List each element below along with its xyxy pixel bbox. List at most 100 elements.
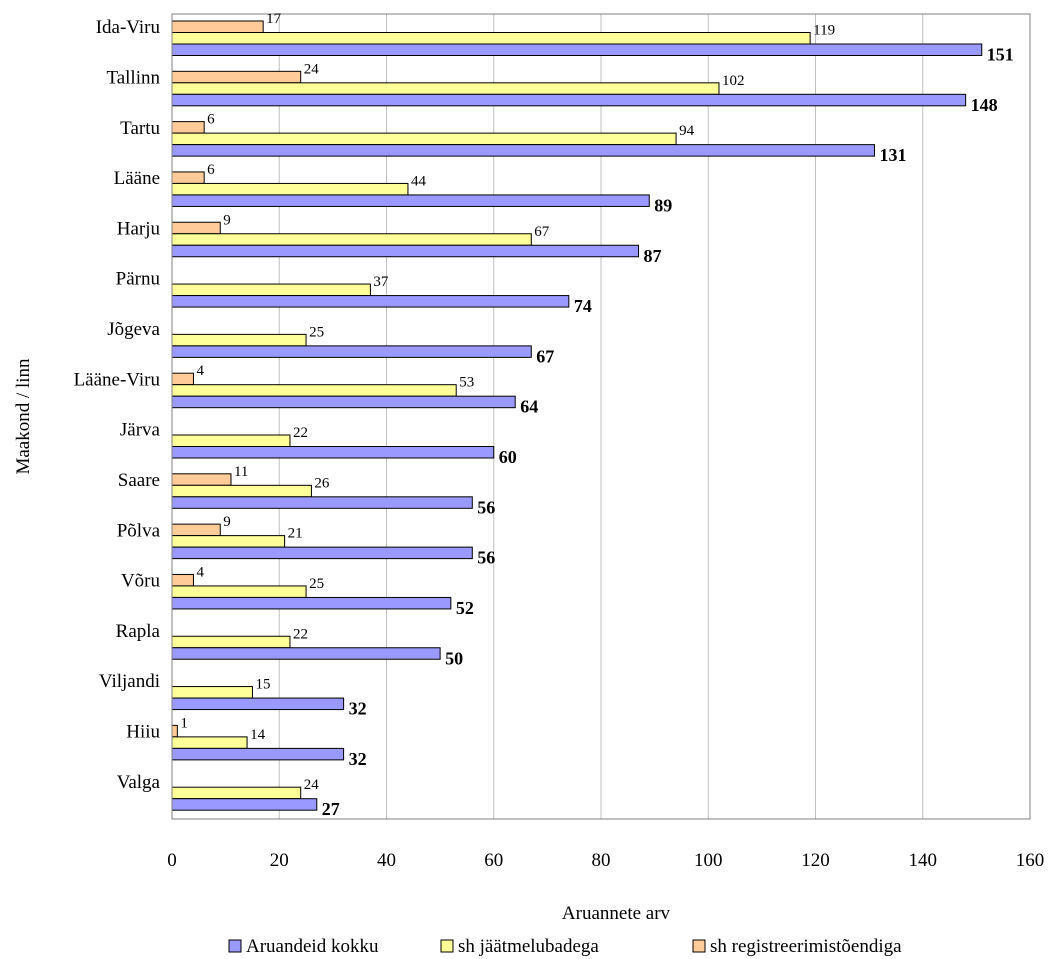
category-label-rapla: Rapla xyxy=(116,621,161,642)
bar-sh-j-tmelubadega-j-geva xyxy=(171,333,307,347)
bar-aruandeid-kokku-p-lva xyxy=(171,546,473,560)
bar-sh-j-tmelubadega-l-ne xyxy=(171,182,409,196)
legend-label-sh-registreerimist-endiga: sh registreerimistõendiga xyxy=(710,936,902,957)
data-label-aruandeid-kokku-rapla: 50 xyxy=(445,648,463,668)
bar-sh-j-tmelubadega-tallinn xyxy=(171,82,720,95)
bar-sh-j-tmelubadega-rapla xyxy=(171,635,291,649)
data-label-sh-j-tmelubadega-l-ne: 44 xyxy=(411,173,427,189)
x-tick-label: 140 xyxy=(909,850,938,871)
category-axis-labels: Ida-Viru Tallinn Tartu Lääne Harju Pärnu Jõgev… xyxy=(74,17,161,793)
bar-sh-j-tmelubadega-ida-viru xyxy=(171,32,811,45)
data-label-sh-registreerimist-endiga-l-ne: 6 xyxy=(207,162,215,178)
bar-aruandeid-kokku-p-rnu xyxy=(171,295,570,308)
bar-sh-j-tmelubadega-viljandi xyxy=(171,686,253,699)
x-tick-label: 0 xyxy=(167,850,177,871)
bar-aruandeid-kokku-harju xyxy=(171,244,640,258)
data-label-aruandeid-kokku-tartu: 131 xyxy=(879,145,906,165)
data-label-aruandeid-kokku-valga: 27 xyxy=(322,799,340,819)
legend-swatch-sh-j-tmelubadega xyxy=(440,939,454,953)
data-label-sh-registreerimist-endiga-harju: 9 xyxy=(223,212,231,228)
data-label-aruandeid-kokku-tallinn: 148 xyxy=(971,95,998,115)
category-label-tartu: Tartu xyxy=(120,118,160,139)
bar-aruandeid-kokku-saare xyxy=(171,496,473,509)
data-label-sh-registreerimist-endiga-p-lva: 9 xyxy=(223,514,231,530)
category-label-hiiu: Hiiu xyxy=(126,722,160,743)
x-tick-label: 120 xyxy=(801,850,830,871)
legend-label-sh-j-tmelubadega: sh jäätmelubadega xyxy=(458,936,599,957)
bar-aruandeid-kokku-viljandi xyxy=(171,697,345,711)
bar-sh-registreerimist-endiga-tallinn xyxy=(171,70,302,84)
data-label-sh-j-tmelubadega-tallinn: 102 xyxy=(722,73,745,89)
bar-sh-j-tmelubadega-harju xyxy=(171,233,532,246)
category-label-l-ne: Lääne xyxy=(114,168,160,189)
bar-aruandeid-kokku-hiiu xyxy=(171,747,345,761)
data-label-sh-j-tmelubadega-l-ne-viru: 53 xyxy=(459,375,474,391)
data-label-aruandeid-kokku-viljandi: 32 xyxy=(349,699,367,719)
bar-aruandeid-kokku-v-ru xyxy=(171,596,452,610)
category-label-valga: Valga xyxy=(117,772,161,793)
legend: Aruandeid kokku sh jäätmelubadega sh regis… xyxy=(228,936,902,957)
bar-aruandeid-kokku-tallinn xyxy=(171,93,967,107)
category-label-tallinn: Tallinn xyxy=(106,67,160,88)
x-tick-label: 80 xyxy=(592,850,611,871)
data-label-aruandeid-kokku-l-ne: 89 xyxy=(654,195,672,215)
bar-aruandeid-kokku-j-geva xyxy=(171,345,532,358)
data-label-sh-registreerimist-endiga-hiiu: 1 xyxy=(180,715,188,731)
category-label-saare: Saare xyxy=(118,470,160,491)
data-label-sh-registreerimist-endiga-tallinn: 24 xyxy=(304,61,320,77)
category-label-v-ru: Võru xyxy=(121,571,161,592)
data-label-aruandeid-kokku-p-rnu: 74 xyxy=(574,296,592,316)
x-tick-label: 60 xyxy=(484,850,503,871)
bar-sh-registreerimist-endiga-ida-viru xyxy=(171,20,264,33)
data-label-sh-j-tmelubadega-p-rnu: 37 xyxy=(373,274,389,290)
data-label-sh-registreerimist-endiga-ida-viru: 17 xyxy=(266,11,282,27)
data-label-aruandeid-kokku-j-geva: 67 xyxy=(536,346,554,366)
bar-sh-j-tmelubadega-p-rnu xyxy=(171,283,371,297)
data-label-sh-j-tmelubadega-saare: 26 xyxy=(314,475,330,491)
data-label-sh-j-tmelubadega-j-rva: 22 xyxy=(293,425,308,441)
category-label-j-geva: Jõgeva xyxy=(107,319,160,340)
data-label-sh-j-tmelubadega-v-ru: 25 xyxy=(309,576,324,592)
bar-aruandeid-kokku-rapla xyxy=(171,647,441,660)
data-label-sh-j-tmelubadega-j-geva: 25 xyxy=(309,324,324,340)
bar-aruandeid-kokku-tartu xyxy=(171,144,875,157)
data-label-aruandeid-kokku-p-lva: 56 xyxy=(477,548,495,568)
data-label-aruandeid-kokku-l-ne-viru: 64 xyxy=(520,397,538,417)
value-axis-tick-labels: 0 20 40 60 80 100 120 140 160 xyxy=(167,850,1044,871)
bar-aruandeid-kokku-ida-viru xyxy=(171,43,983,56)
bar-sh-registreerimist-endiga-hiiu xyxy=(171,724,178,738)
category-label-p-lva: Põlva xyxy=(117,520,161,541)
data-label-sh-j-tmelubadega-rapla: 22 xyxy=(293,626,308,642)
data-label-aruandeid-kokku-saare: 56 xyxy=(477,497,495,517)
category-label-j-rva: Järva xyxy=(120,420,161,441)
data-labels: 1711915124102148694131644899678737742567… xyxy=(180,11,1013,819)
data-label-sh-j-tmelubadega-harju: 67 xyxy=(534,224,550,240)
category-label-viljandi: Viljandi xyxy=(99,671,160,692)
legend-swatch-aruandeid-kokku xyxy=(228,939,242,953)
bar-sh-j-tmelubadega-valga xyxy=(171,786,302,800)
x-tick-label: 160 xyxy=(1016,850,1045,871)
bar-sh-j-tmelubadega-v-ru xyxy=(171,585,307,598)
bar-sh-registreerimist-endiga-p-lva xyxy=(171,523,221,537)
bar-sh-registreerimist-endiga-v-ru xyxy=(171,573,194,587)
bar-sh-registreerimist-endiga-l-ne-viru xyxy=(171,372,194,386)
category-label-ida-viru: Ida-Viru xyxy=(96,17,161,38)
bar-aruandeid-kokku-l-ne xyxy=(171,194,650,207)
data-label-aruandeid-kokku-j-rva: 60 xyxy=(499,447,517,467)
plot-area-frame xyxy=(171,13,1031,820)
category-label-l-ne-viru: Lääne-Viru xyxy=(74,369,161,390)
data-label-sh-j-tmelubadega-p-lva: 21 xyxy=(288,526,303,542)
y-axis-title: Maakond / linn xyxy=(13,358,34,475)
data-label-sh-registreerimist-endiga-tartu: 6 xyxy=(207,112,215,128)
legend-label-aruandeid-kokku: Aruandeid kokku xyxy=(246,936,379,957)
data-label-sh-j-tmelubadega-tartu: 94 xyxy=(679,123,695,139)
data-label-sh-j-tmelubadega-viljandi: 15 xyxy=(255,677,270,693)
data-label-sh-j-tmelubadega-ida-viru: 119 xyxy=(813,23,835,39)
bar-sh-registreerimist-endiga-tartu xyxy=(171,121,205,134)
data-label-sh-j-tmelubadega-valga: 24 xyxy=(304,777,320,793)
bar-aruandeid-kokku-l-ne-viru xyxy=(171,395,516,409)
bar-sh-registreerimist-endiga-harju xyxy=(171,221,221,235)
category-label-harju: Harju xyxy=(117,218,161,239)
bar-sh-j-tmelubadega-p-lva xyxy=(171,535,286,548)
